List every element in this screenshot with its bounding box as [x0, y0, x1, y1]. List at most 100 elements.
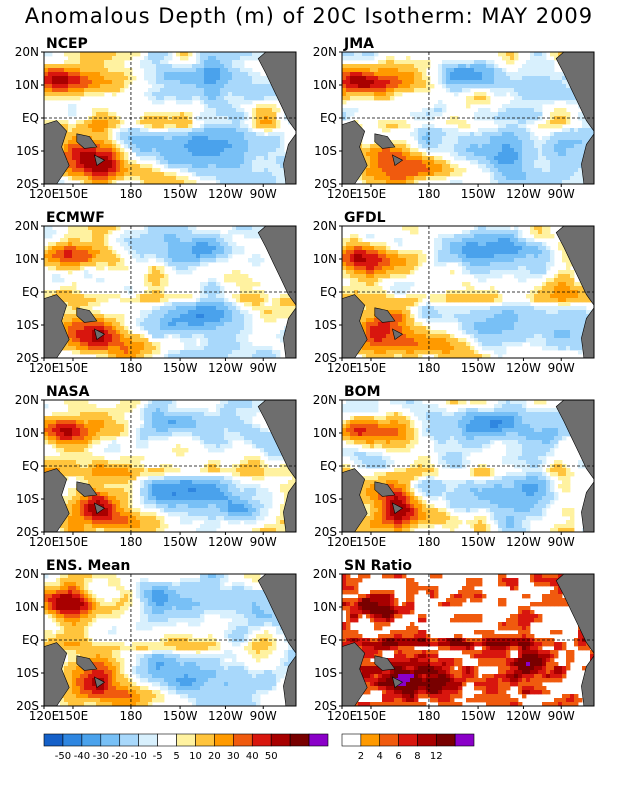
field-cell	[80, 132, 85, 137]
field-cell	[434, 258, 439, 263]
field-cell	[184, 152, 189, 157]
field-cell	[410, 72, 415, 77]
field-cell	[566, 132, 571, 137]
field-cell	[228, 148, 233, 153]
field-cell	[104, 250, 109, 255]
field-cell	[224, 342, 229, 347]
field-cell	[454, 144, 459, 149]
field-cell	[526, 60, 531, 65]
field-cell	[486, 128, 491, 133]
field-cell	[442, 172, 447, 177]
field-cell	[184, 302, 189, 307]
field-cell	[108, 350, 113, 355]
field-cell	[236, 92, 241, 97]
field-cell	[84, 274, 89, 279]
field-cell	[76, 238, 81, 243]
field-cell	[410, 172, 415, 177]
field-cell	[244, 322, 249, 327]
field-cell	[358, 76, 363, 81]
field-cell	[56, 84, 61, 89]
field-cell	[188, 52, 193, 57]
x-tick-label: 120W	[208, 187, 243, 201]
field-cell	[498, 68, 503, 73]
field-cell	[68, 310, 73, 315]
field-cell	[192, 254, 197, 259]
field-cell	[112, 250, 117, 255]
field-cell	[208, 100, 213, 105]
field-cell	[212, 124, 217, 129]
field-cell	[168, 176, 173, 181]
field-cell	[76, 318, 81, 323]
field-cell	[434, 156, 439, 161]
field-cell	[514, 254, 519, 259]
field-cell	[510, 246, 515, 251]
field-cell	[446, 254, 451, 259]
field-cell	[180, 234, 185, 239]
field-cell	[224, 164, 229, 169]
field-cell	[132, 238, 137, 243]
field-cell	[394, 254, 399, 259]
field-cell	[550, 168, 555, 173]
field-cell	[152, 96, 157, 101]
field-cell	[144, 310, 149, 315]
field-cell	[538, 116, 543, 121]
field-cell	[176, 140, 181, 145]
field-cell	[96, 278, 101, 283]
field-cell	[394, 76, 399, 81]
field-cell	[232, 156, 237, 161]
field-cell	[546, 144, 551, 149]
field-cell	[256, 262, 261, 267]
field-cell	[192, 168, 197, 173]
field-cell	[68, 64, 73, 69]
field-cell	[280, 152, 285, 157]
field-cell	[414, 160, 419, 165]
field-cell	[144, 76, 149, 81]
field-cell	[120, 84, 125, 89]
field-cell	[240, 100, 245, 105]
x-tick-label: 120E	[327, 187, 358, 201]
field-cell	[208, 314, 213, 319]
field-cell	[470, 68, 475, 73]
field-cell	[342, 72, 347, 77]
field-cell	[280, 298, 285, 303]
field-cell	[148, 72, 153, 77]
field-cell	[104, 330, 109, 335]
field-cell	[422, 176, 427, 181]
field-cell	[406, 124, 411, 129]
field-cell	[390, 76, 395, 81]
field-cell	[582, 140, 587, 145]
field-cell	[100, 92, 105, 97]
field-cell	[68, 148, 73, 153]
field-cell	[64, 84, 69, 89]
field-cell	[382, 254, 387, 259]
field-cell	[88, 334, 93, 339]
field-cell	[422, 80, 427, 85]
field-cell	[104, 234, 109, 239]
field-cell	[486, 242, 491, 247]
field-cell	[44, 88, 49, 93]
field-cell	[148, 230, 153, 235]
field-cell	[180, 80, 185, 85]
field-cell	[268, 104, 273, 109]
field-cell	[466, 76, 471, 81]
field-cell	[112, 226, 117, 231]
field-cell	[526, 112, 531, 117]
field-cell	[108, 258, 113, 263]
field-cell	[550, 100, 555, 105]
field-cell	[116, 322, 121, 327]
field-cell	[216, 148, 221, 153]
field-cell	[394, 80, 399, 85]
field-cell	[410, 88, 415, 93]
y-tick-label: 20N	[313, 45, 337, 59]
field-cell	[418, 116, 423, 121]
field-cell	[350, 108, 355, 113]
field-cell	[104, 60, 109, 65]
field-cell	[510, 230, 515, 235]
field-cell	[228, 326, 233, 331]
field-cell	[466, 124, 471, 129]
field-cell	[522, 92, 527, 97]
field-cell	[96, 152, 101, 157]
field-cell	[84, 326, 89, 331]
field-cell	[490, 164, 495, 169]
field-cell	[454, 180, 459, 185]
